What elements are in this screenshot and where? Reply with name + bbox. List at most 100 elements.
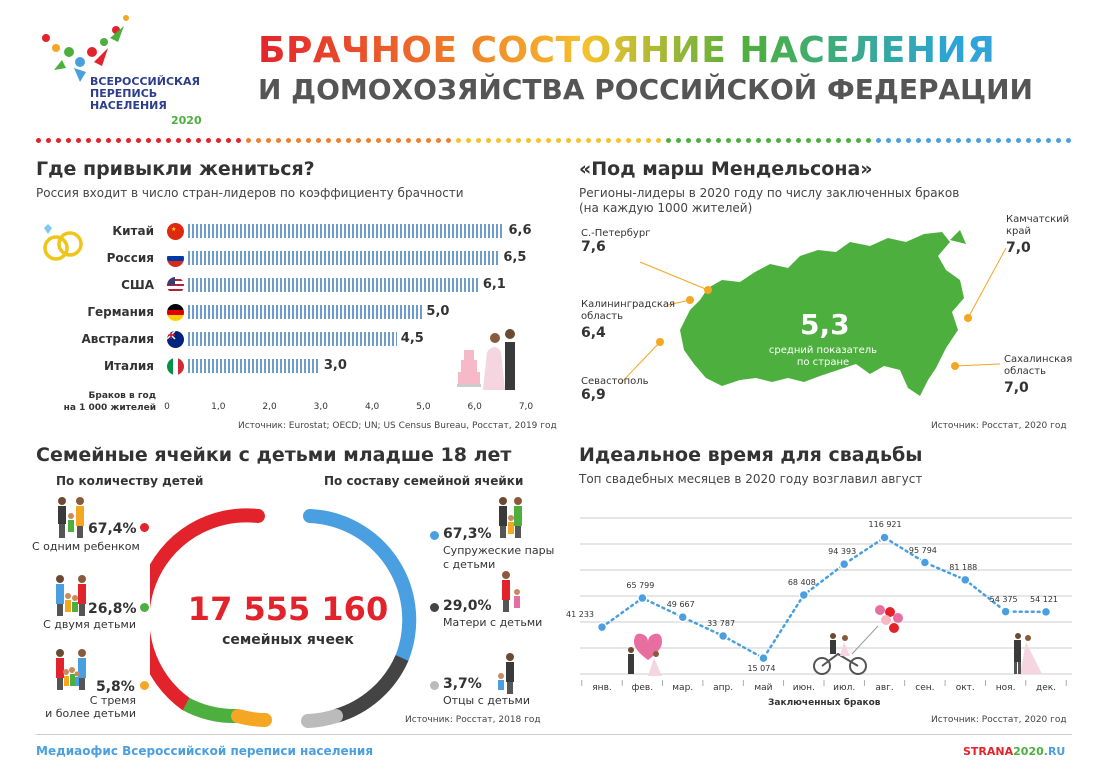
legend-dot <box>140 523 149 532</box>
divider-dot <box>446 138 451 143</box>
donut-arc-one-child <box>150 508 265 711</box>
divider-dot <box>186 138 191 143</box>
point-value-label: 68 408 <box>787 577 816 587</box>
donut-arc-couples <box>303 509 417 665</box>
point-value-label: 54 121 <box>1030 594 1058 604</box>
divider-dot <box>136 138 141 143</box>
footer-site-link[interactable]: STRANA2020.RU <box>963 745 1066 758</box>
divider-dot <box>516 138 521 143</box>
data-point <box>758 652 769 664</box>
divider-dot <box>736 138 741 143</box>
bar <box>188 251 500 265</box>
divider-dot <box>346 138 351 143</box>
line-x-axis-label: Заключенных браков <box>768 698 881 708</box>
divider-dot <box>896 138 901 143</box>
bar <box>188 332 397 346</box>
divider-dot <box>916 138 921 143</box>
region-label: Сахалинская область 7,0 <box>1004 354 1073 396</box>
divider-dot <box>816 138 821 143</box>
australia-flag-icon <box>167 331 184 348</box>
divider-dot <box>636 138 641 143</box>
map-center-label: средний показатель по стране <box>768 345 878 368</box>
region-label: Камчатский край 7,0 <box>1006 214 1070 256</box>
divider-dot <box>706 138 711 143</box>
data-point <box>677 611 688 623</box>
data-point <box>919 557 931 568</box>
bar-category-label: Австралия <box>81 332 154 346</box>
divider-dot <box>1066 138 1071 143</box>
donut-arc-two-children <box>182 697 239 724</box>
wedding-source: Источник: Росстат, 2020 год <box>931 715 1067 725</box>
divider-dot <box>586 138 591 143</box>
divider-dot <box>766 138 771 143</box>
divider-dot <box>906 138 911 143</box>
divider-dot <box>756 138 761 143</box>
region-label: С.-Петербург 7,6 <box>581 228 651 255</box>
divider-dot <box>196 138 201 143</box>
data-point <box>960 574 971 586</box>
legend-dot <box>430 603 439 612</box>
bar-value-label: 3,0 <box>323 358 347 373</box>
divider-dot <box>726 138 731 143</box>
divider-dot <box>56 138 61 143</box>
region-label: Калининградская область 6,4 <box>581 299 676 341</box>
month-label: май <box>754 683 773 693</box>
divider-dot <box>876 138 881 143</box>
divider-dot <box>606 138 611 143</box>
family-icon-two-children <box>56 575 86 616</box>
divider-dot <box>216 138 221 143</box>
families-title: Семейные ячейки с детьми младше 18 лет <box>36 444 512 466</box>
divider-dot <box>866 138 871 143</box>
month-label: апр. <box>713 683 734 693</box>
divider-dot <box>396 138 401 143</box>
point-value-label: 65 799 <box>626 581 655 591</box>
divider-dot <box>776 138 781 143</box>
divider-dot <box>616 138 621 143</box>
divider-dot <box>646 138 651 143</box>
family-donut <box>150 508 417 728</box>
mother-with-children-icon <box>502 571 520 612</box>
divider-dot <box>296 138 301 143</box>
divider-dot <box>556 138 561 143</box>
divider-dot <box>336 138 341 143</box>
wedding-cake-couple-illustration <box>457 329 515 390</box>
divider-dot <box>996 138 1001 143</box>
families-source: Источник: Росстат, 2018 год <box>405 715 541 725</box>
legend-dot <box>430 531 439 540</box>
point-value-label: 94 393 <box>828 547 857 557</box>
x-tick-label: 2,0 <box>262 402 277 412</box>
marriage-title: Где привыкли жениться? <box>36 158 315 180</box>
family-total: 17 555 160 <box>187 590 389 628</box>
divider-dot <box>836 138 841 143</box>
divider-dot <box>966 138 971 143</box>
bar-value-label: 6,1 <box>482 277 506 292</box>
month-label: сен. <box>915 683 935 693</box>
footer-left: Медиаофис Всероссийской переписи населен… <box>36 744 374 758</box>
marriage-source: Источник: Eurostat; OECD; UN; US Census … <box>238 421 557 431</box>
divider-dot <box>166 138 171 143</box>
point-value-label: 33 787 <box>707 618 736 628</box>
x-tick-label: 7,0 <box>518 402 534 412</box>
bar-value-label: 5,0 <box>426 304 450 319</box>
divider-dot <box>466 138 471 143</box>
divider-dot <box>126 138 131 143</box>
logo-year: 2020 <box>171 114 202 127</box>
dotted-divider <box>36 138 1071 144</box>
month-label: ноя. <box>995 683 1016 693</box>
bar-value-label: 4,5 <box>400 331 424 346</box>
month-label: фев. <box>631 683 654 693</box>
divider-dot <box>986 138 991 143</box>
divider-dot <box>436 138 441 143</box>
divider-dot <box>156 138 161 143</box>
point-value-label: 49 667 <box>666 600 695 610</box>
divider-dot <box>146 138 151 143</box>
x-tick-label: 5,0 <box>416 402 431 412</box>
divider-dot <box>666 138 671 143</box>
right-header: По составу семейной ячейки <box>324 474 524 488</box>
logo-people-icon <box>42 15 129 82</box>
divider-dot <box>926 138 931 143</box>
divider-dot <box>286 138 291 143</box>
divider-dot <box>386 138 391 143</box>
usa-flag-icon <box>167 277 184 294</box>
bar <box>188 278 479 292</box>
